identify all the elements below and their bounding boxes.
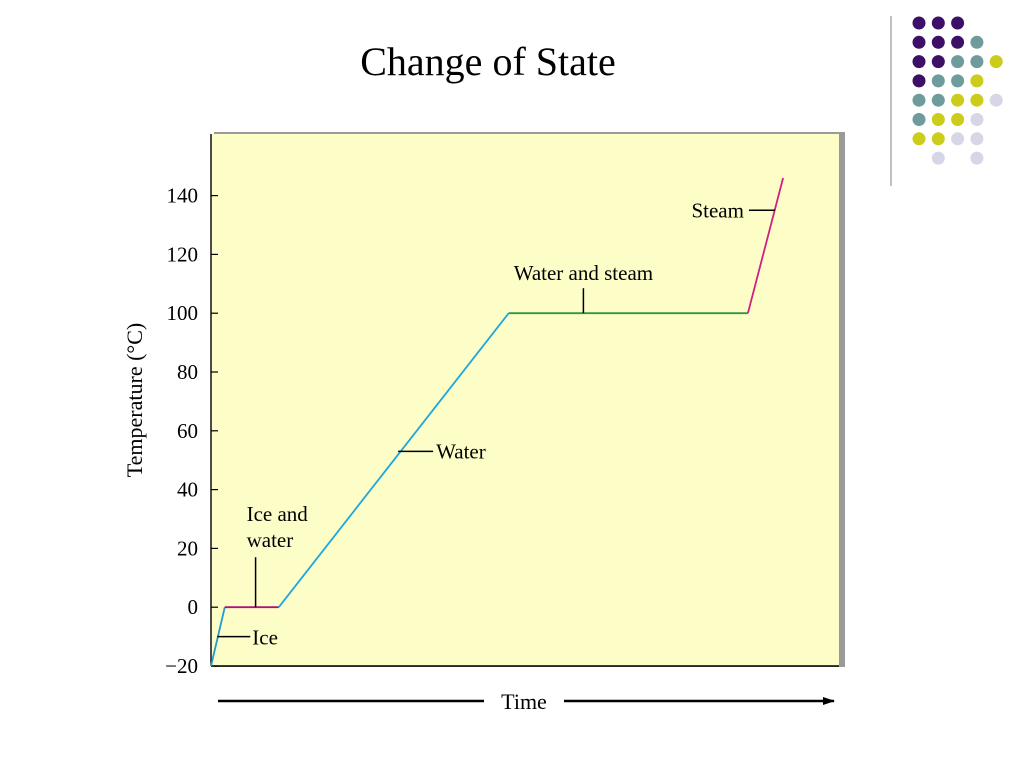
decorative-dot xyxy=(970,74,984,88)
decorative-dot xyxy=(951,132,965,146)
plot-area xyxy=(211,134,839,666)
y-tick-label: 120 xyxy=(167,242,199,266)
annotation-line: water xyxy=(247,528,294,552)
annotation-water-and-steam: Water and steam xyxy=(514,261,653,285)
decorative-dot xyxy=(970,93,984,107)
decorative-dot xyxy=(970,132,984,146)
y-axis-label: Temperature (°C) xyxy=(122,323,147,477)
decorative-dot xyxy=(912,35,926,49)
decorative-dot xyxy=(931,55,945,69)
segment-steam xyxy=(747,177,784,314)
annotation-line: Water and steam xyxy=(514,261,653,285)
decorative-dot xyxy=(931,74,945,88)
decorative-dot xyxy=(970,113,984,126)
decorative-dot xyxy=(931,151,945,165)
annotation-line: Ice xyxy=(252,626,278,650)
decorative-dot xyxy=(912,93,926,107)
decorative-dot xyxy=(970,55,984,69)
y-tick-label: 20 xyxy=(177,536,198,560)
annotation-line: Steam xyxy=(691,198,744,222)
decorative-dot xyxy=(931,132,945,146)
decorative-dot xyxy=(931,35,945,49)
annotation-steam: Steam xyxy=(691,198,744,222)
decorative-dot xyxy=(931,16,945,30)
y-tick-label: 60 xyxy=(177,419,198,443)
decorative-dot xyxy=(951,16,965,30)
decorative-dot xyxy=(951,35,965,49)
annotation-ice: Ice xyxy=(252,626,278,650)
y-tick-label: 100 xyxy=(167,301,199,325)
decorative-dot xyxy=(912,113,926,126)
decorative-dot xyxy=(970,35,984,49)
decorative-dot xyxy=(951,74,965,88)
annotation-line: Water xyxy=(436,439,486,463)
x-axis-label: Time xyxy=(501,689,547,714)
decorative-dot xyxy=(951,55,965,69)
decorative-dot xyxy=(951,93,965,107)
decorative-dot xyxy=(912,16,926,30)
decorative-dot xyxy=(970,151,984,165)
decorative-dot xyxy=(951,113,965,126)
y-tick-label: 80 xyxy=(177,360,198,384)
y-tick-label: 0 xyxy=(188,595,199,619)
decorative-dot xyxy=(912,132,926,146)
slide-title: Change of State xyxy=(360,39,616,84)
annotation-ice-and-water: Ice and water xyxy=(247,502,309,552)
decorative-dot xyxy=(931,113,945,126)
decorative-dot xyxy=(989,93,1003,107)
y-tick-label: 140 xyxy=(167,184,199,208)
decorative-dot xyxy=(912,55,926,69)
annotation-line: Ice and xyxy=(247,502,309,526)
decorative-dot xyxy=(989,55,1003,69)
decorative-dot xyxy=(912,74,926,88)
y-tick-label: 40 xyxy=(177,478,198,502)
decorative-dot xyxy=(931,93,945,107)
annotation-water: Water xyxy=(436,439,486,463)
y-tick-label: −20 xyxy=(165,654,198,678)
segment-water xyxy=(278,312,510,608)
